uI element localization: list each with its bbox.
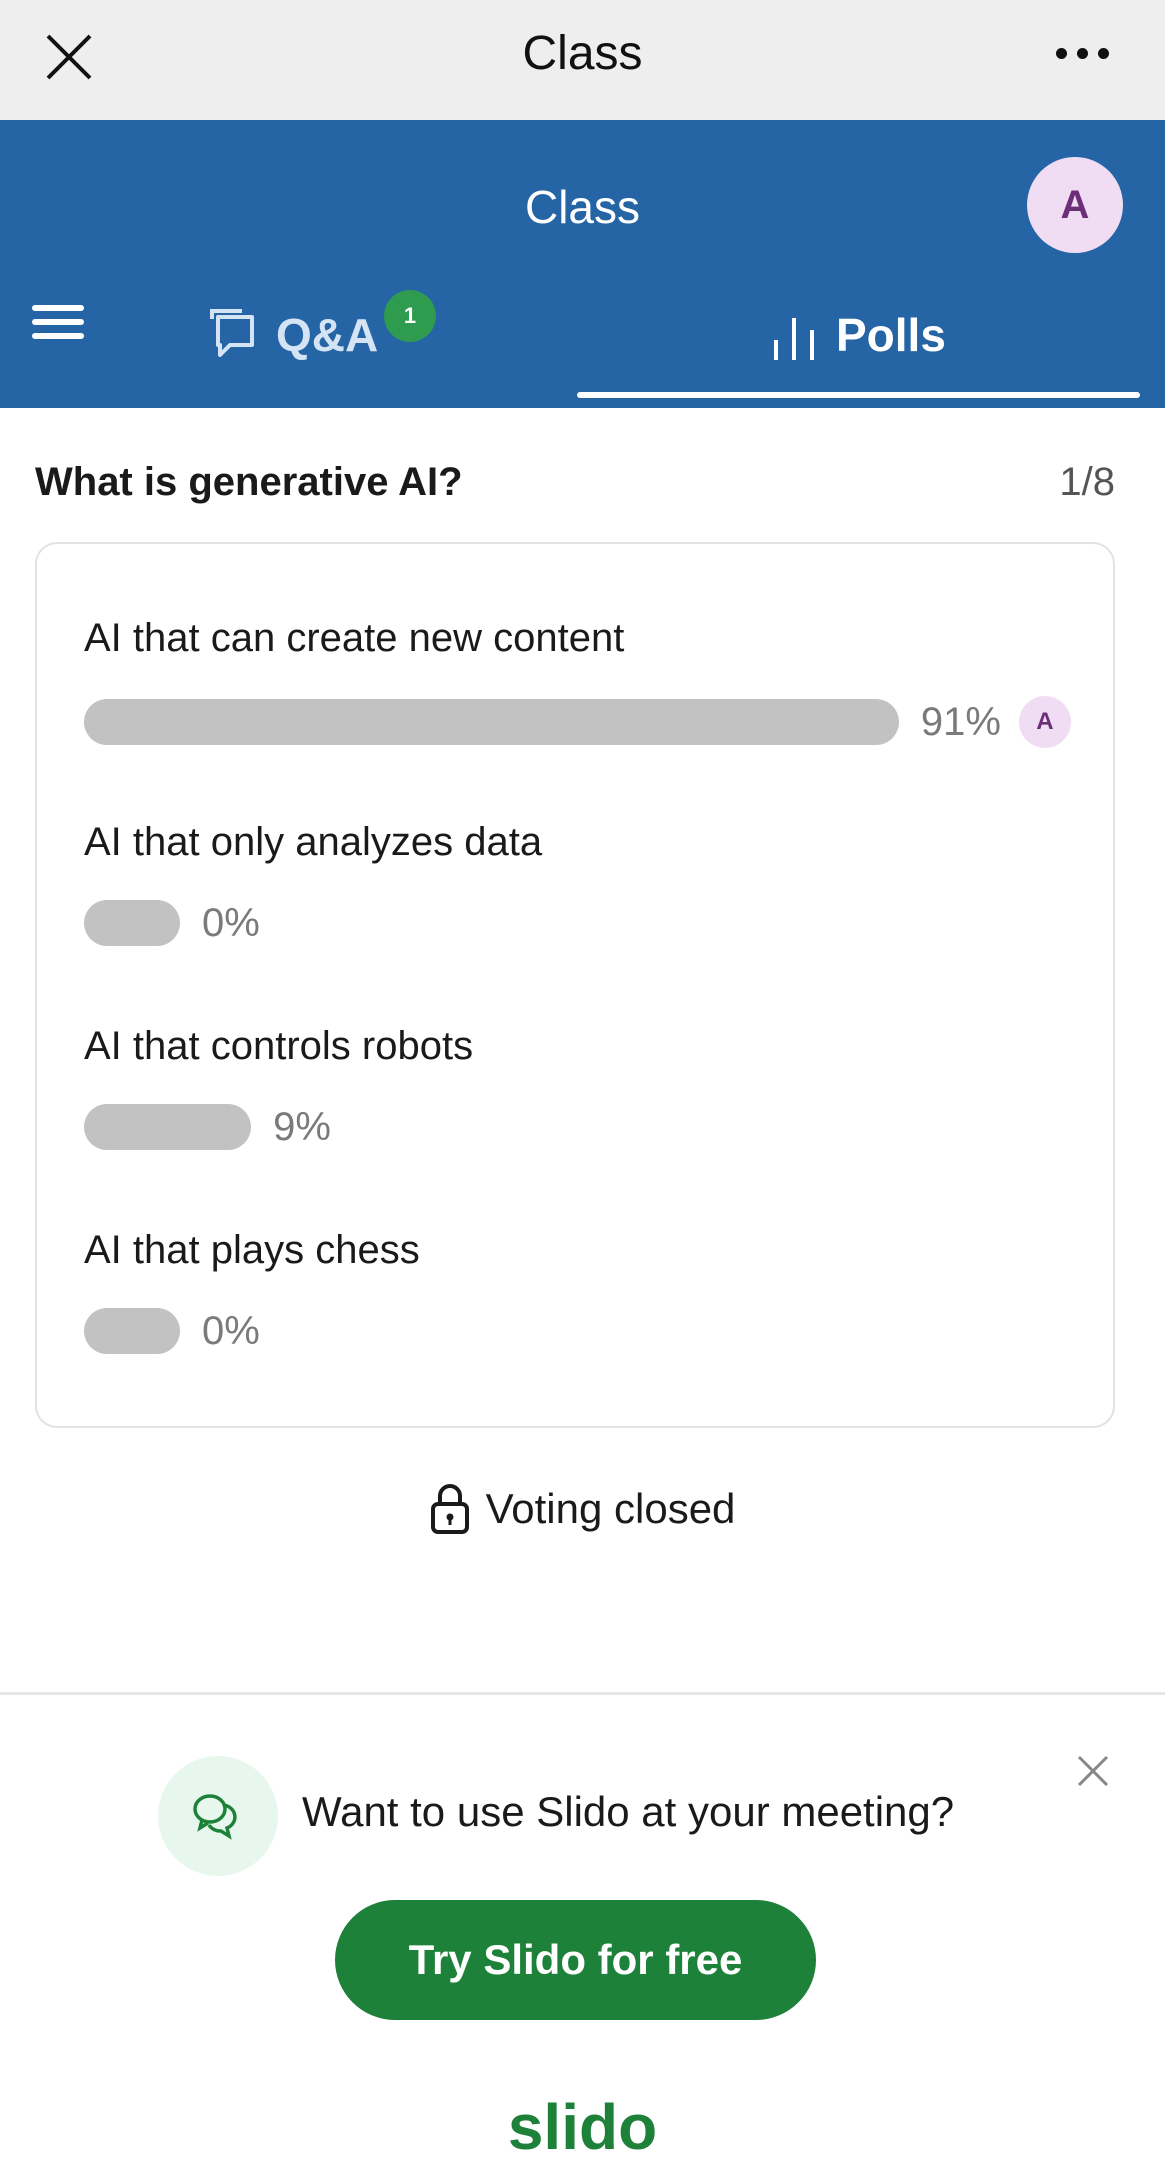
poll-option: AI that plays chess 0% <box>84 1228 420 1354</box>
dismiss-promo-icon[interactable] <box>1076 1754 1110 1788</box>
option-percent: 0% <box>202 1308 260 1353</box>
tab-polls[interactable]: Polls <box>772 300 946 370</box>
poll-counter: 1/8 <box>1059 460 1115 504</box>
lock-icon <box>430 1484 469 1534</box>
option-label: AI that plays chess <box>84 1228 420 1272</box>
option-percent: 0% <box>202 900 260 945</box>
chat-bubbles-icon <box>193 1794 237 1840</box>
promo-text: Want to use Slido at your meeting? <box>302 1788 955 1835</box>
poll-question: What is generative AI? <box>35 460 463 504</box>
poll-results-card: AI that can create new content 91% A AI t… <box>35 542 1115 1428</box>
option-percent: 9% <box>273 1104 331 1149</box>
tab-qa-label: Q&A <box>276 309 379 361</box>
avatar[interactable]: A <box>1027 157 1123 253</box>
more-options-icon[interactable] <box>1056 48 1109 59</box>
result-bar <box>84 1104 252 1150</box>
voting-status-label: Voting closed <box>485 1485 736 1532</box>
option-label: AI that can create new content <box>84 616 625 660</box>
poll-option: AI that controls robots 9% <box>84 1024 473 1150</box>
active-tab-indicator <box>577 392 1140 398</box>
option-percent: 91% <box>920 699 1001 744</box>
poll-option: AI that only analyzes data 0% <box>84 820 542 946</box>
tab-polls-label: Polls <box>836 309 946 361</box>
option-label: AI that only analyzes data <box>84 820 543 864</box>
voter-avatar: A <box>1018 696 1071 748</box>
bar-chart-icon <box>774 318 814 360</box>
close-icon[interactable] <box>44 32 94 82</box>
menu-icon[interactable] <box>32 305 84 343</box>
qa-count-badge: 1 <box>384 290 436 342</box>
option-label: AI that controls robots <box>84 1024 474 1068</box>
tab-qa[interactable]: Q&A <box>206 300 378 370</box>
top-bar: Class <box>0 0 1165 120</box>
slido-logo: slido <box>507 2091 658 2163</box>
event-title: Class <box>524 181 641 233</box>
voting-status: Voting closed <box>0 1484 1165 1534</box>
promo-icon-circle <box>158 1756 278 1876</box>
result-bar <box>84 900 180 946</box>
chat-bubbles-icon <box>210 309 254 357</box>
result-bar <box>84 699 899 745</box>
result-bar <box>84 1308 180 1354</box>
poll-option: AI that can create new content 91% A <box>84 616 1071 748</box>
try-slido-button[interactable]: Try Slido for free <box>335 1900 816 2020</box>
divider <box>0 1692 1165 1695</box>
app-header: Class A Q&A 1 Polls <box>0 120 1165 408</box>
window-title: Class <box>522 27 643 80</box>
